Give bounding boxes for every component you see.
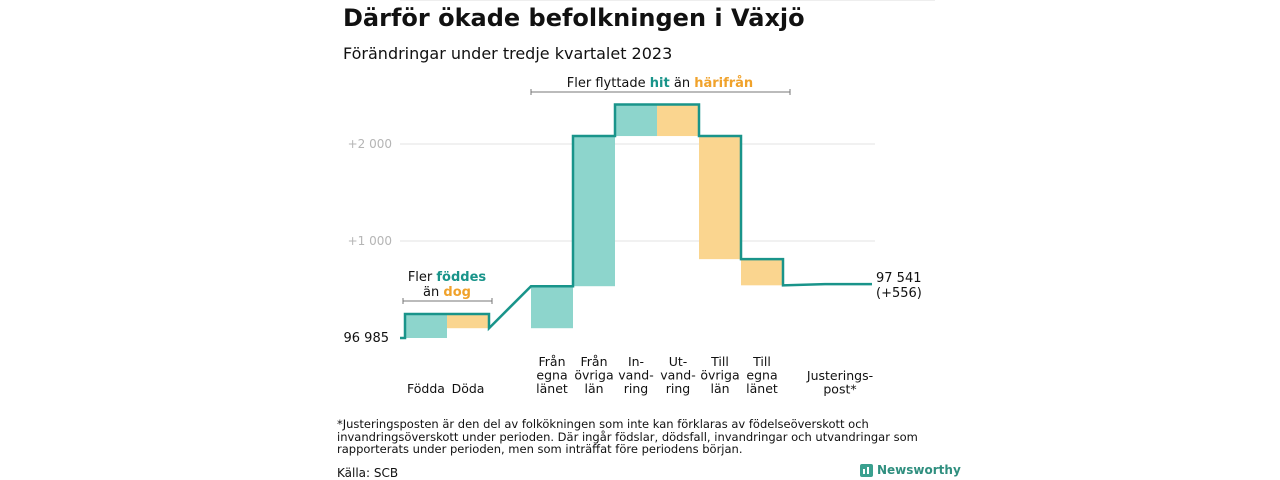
bar: [447, 313, 489, 329]
x-tick-label-line: vand-: [618, 368, 653, 383]
x-tick-label-line: Till: [710, 354, 729, 369]
x-tick-label-line: länet: [746, 381, 778, 396]
brand-logo: Newsworthy: [860, 463, 961, 477]
y-tick-label: +2 000: [348, 137, 392, 151]
births-annotation-mid: än: [423, 285, 443, 300]
x-tick-label-line: egna: [746, 368, 777, 383]
bar: [699, 136, 741, 260]
bar: [531, 286, 573, 329]
x-tick-label: Från övriga län: [574, 354, 613, 396]
x-tick-label: Till övriga län: [700, 354, 739, 396]
x-tick-label-line: övriga: [574, 368, 613, 383]
x-tick-label-line: Döda: [452, 381, 485, 396]
x-tick-label-line: ring: [624, 381, 648, 396]
x-tick-label-line: egna: [536, 368, 567, 383]
footnote: *Justeringsposten är den del av folkökni…: [337, 417, 918, 456]
end-change-label: (+556): [876, 286, 922, 301]
x-tick-label-line: länet: [536, 381, 568, 396]
x-tick-label: In-vand-ring: [618, 354, 653, 396]
births-annotation-highlight: föddes: [436, 270, 486, 285]
x-tick-label: Justerings-post*: [806, 368, 873, 397]
births-annotation-line2: än dog: [423, 285, 471, 300]
births-annotation-line1: Fler föddes: [408, 270, 487, 285]
x-tick-label-line: In-: [628, 354, 644, 369]
x-tick-label-line: ring: [666, 381, 690, 396]
births-annotation-prefix: Fler: [408, 270, 437, 285]
bars: [405, 104, 783, 338]
y-axis-labels: +1 000 +2 000 96 985: [344, 137, 393, 346]
migration-annotation-highlight-in: hit: [650, 76, 670, 91]
x-tick-label-line: Födda: [407, 381, 445, 396]
x-tick-label: Födda: [407, 381, 445, 396]
deaths-annotation-highlight: dog: [443, 285, 471, 300]
bar: [615, 104, 657, 137]
x-tick-label-line: län: [584, 381, 603, 396]
gridlines: [400, 143, 875, 242]
chart-title: Därför ökade befolkningen i Växjö: [343, 4, 805, 32]
x-tick-label-line: post*: [823, 382, 856, 397]
newsworthy-icon: [860, 463, 873, 477]
x-tick-label-line: Ut-: [669, 354, 688, 369]
bar: [573, 136, 615, 287]
x-tick-label: Döda: [452, 381, 485, 396]
end-value-label: 97 541: [876, 271, 922, 286]
source-label: Källa: SCB: [337, 466, 399, 480]
start-value-label: 96 985: [344, 331, 390, 346]
chart-subtitle: Förändringar under tredje kvartalet 2023: [343, 44, 673, 63]
x-tick-label-line: län: [710, 381, 729, 396]
x-tick-label-line: Justerings-: [806, 368, 873, 383]
running-total-line: [400, 103, 872, 340]
brand-name: Newsworthy: [877, 463, 961, 477]
x-tick-label-line: Från: [580, 354, 607, 369]
x-tick-label-line: vand-: [660, 368, 695, 383]
migration-annotation-highlight-out: härifrån: [694, 76, 753, 91]
y-tick-label: +1 000: [348, 234, 392, 248]
migration-annotation: Fler flyttade hit än härifrån: [567, 76, 753, 91]
x-tick-label: Från egna länet: [536, 354, 568, 396]
x-tick-label: Till egna länet: [746, 354, 778, 396]
bar: [405, 313, 447, 338]
bar: [741, 259, 783, 286]
bar: [657, 104, 699, 137]
x-tick-label-line: Från: [538, 354, 565, 369]
x-tick-label: Ut-vand-ring: [660, 354, 695, 396]
x-tick-label-line: Till: [752, 354, 771, 369]
migration-annotation-prefix: Fler flyttade: [567, 76, 650, 91]
migration-annotation-mid: än: [670, 76, 694, 91]
x-tick-label-line: övriga: [700, 368, 739, 383]
